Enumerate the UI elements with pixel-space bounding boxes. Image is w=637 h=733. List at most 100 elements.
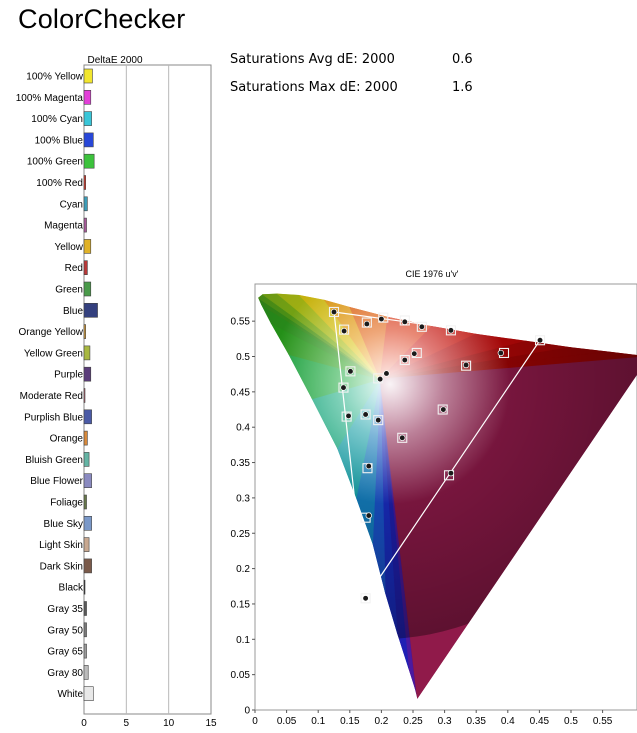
target-square <box>445 325 456 336</box>
cie-x-tick-label: 0.5 <box>564 716 578 727</box>
bar-category-label: Purplish Blue <box>24 412 83 423</box>
cie-y-tick-label: 0.35 <box>231 458 251 469</box>
bar-category-label: Yellow Green <box>24 348 83 359</box>
bar <box>83 260 88 276</box>
target-square <box>373 415 384 426</box>
bar-category-label: Bluish Green <box>25 455 83 466</box>
bar <box>83 345 91 361</box>
bar <box>83 686 94 702</box>
measured-point <box>401 318 408 326</box>
saturations-avg-label: Saturations Avg dE: 2000 <box>230 52 395 67</box>
measured-point <box>447 327 455 334</box>
target-square <box>345 366 356 377</box>
bar <box>83 388 86 403</box>
measured-point <box>376 375 384 383</box>
target-square <box>328 306 340 318</box>
cie-y-ticks: 0 0.05 0.1 0.15 0.2 0.25 0.3 0.35 0.4 0.45 0.5 0.55 <box>231 317 255 717</box>
cie-y-tick-label: 0.05 <box>231 670 251 681</box>
bar <box>83 579 86 595</box>
measured-point <box>440 406 447 413</box>
bar <box>83 515 92 531</box>
target-square <box>461 360 472 371</box>
bar <box>83 430 88 446</box>
cie-y-tick-label: 0.3 <box>236 493 250 504</box>
bar <box>83 601 87 616</box>
bar-category-label: 100% Green <box>27 157 83 168</box>
cie-y-tick-label: 0.4 <box>236 423 250 434</box>
bar-category-label: White <box>57 689 83 700</box>
bar <box>83 452 90 467</box>
bar <box>83 665 89 680</box>
bar-x-tick-label: 15 <box>205 718 217 729</box>
bar <box>83 324 86 339</box>
measured-point <box>340 327 348 335</box>
bar <box>83 132 94 148</box>
bar-category-label: Moderate Red <box>20 391 83 402</box>
bar <box>83 494 87 510</box>
bar <box>83 409 92 425</box>
bar-category-label: Yellow <box>54 242 83 253</box>
bar-category-label: Orange Yellow <box>19 327 84 338</box>
cie-y-tick-label: 0.25 <box>231 529 251 540</box>
gamut-triangle <box>333 311 542 600</box>
cie-chart-title: CIE 1976 u'v' <box>406 269 459 279</box>
bar-category-label: 100% Cyan <box>31 114 83 125</box>
target-square <box>360 409 371 420</box>
bar-category-label: Orange <box>50 434 84 445</box>
measured-point <box>447 470 455 477</box>
measured-point <box>399 434 406 441</box>
target-square <box>338 382 349 393</box>
bar-category-label: Green <box>55 285 83 296</box>
bar <box>83 281 92 297</box>
bar-chart-grid <box>125 65 170 714</box>
bar <box>83 302 98 318</box>
measured-point <box>383 370 390 377</box>
bar-category-label: Gray 35 <box>47 604 83 615</box>
bar-category-label: Purple <box>54 370 83 381</box>
measured-point <box>365 462 372 470</box>
bar-category-label: Black <box>59 583 84 594</box>
bar-category-label: Gray 65 <box>47 647 83 658</box>
cie-x-tick-label: 0.1 <box>311 716 325 727</box>
bar-category-label: Blue Sky <box>44 519 83 530</box>
cie-y-tick-label: 0.15 <box>231 599 251 610</box>
bar-category-label: 100% Blue <box>35 135 84 146</box>
bar <box>83 196 88 212</box>
measured-markers <box>330 308 544 602</box>
cie-x-ticks: 0 0.05 0.1 0.15 0.2 0.25 0.3 0.35 0.4 0.45 0.5 0.55 <box>252 710 613 727</box>
measured-point <box>365 512 372 519</box>
bar-category-label: Magenta <box>44 221 83 232</box>
bar-category-label: 100% Yellow <box>26 72 83 83</box>
cie-y-tick-label: 0 <box>244 706 250 717</box>
bar <box>83 537 90 552</box>
target-square <box>397 432 408 443</box>
bar <box>83 68 93 84</box>
bar-category-label: Foliage <box>50 498 83 509</box>
measured-point <box>401 356 408 364</box>
bar-category-label: Light Skin <box>39 540 83 551</box>
measured-point <box>345 412 352 420</box>
measured-point <box>347 368 354 375</box>
bar-chart-x-ticks: 0 5 10 15 <box>81 718 217 729</box>
measured-point <box>363 320 371 328</box>
bar-x-tick-label: 0 <box>81 718 87 729</box>
bar <box>83 90 92 105</box>
bar-category-label: Cyan <box>60 199 83 210</box>
cie-x-tick-label: 0.4 <box>501 716 515 727</box>
bar-chart-categories: 100% Yellow 100% Magenta 100% Cyan 100% Blu… <box>16 72 84 701</box>
bar-category-label: Gray 50 <box>47 625 83 636</box>
bar-x-tick-label: 5 <box>124 718 130 729</box>
cie-x-tick-label: 0.05 <box>277 716 297 727</box>
measured-point <box>375 416 382 424</box>
target-square <box>416 321 427 332</box>
cie-x-tick-label: 0.35 <box>466 716 486 727</box>
measured-point <box>536 337 544 344</box>
bar <box>83 111 92 126</box>
bar-x-tick-label: 10 <box>163 718 175 729</box>
target-square <box>360 593 371 604</box>
target-square <box>399 354 410 366</box>
measured-point <box>330 308 338 316</box>
saturations-max-value: 1.6 <box>452 80 473 95</box>
bar <box>83 473 92 489</box>
